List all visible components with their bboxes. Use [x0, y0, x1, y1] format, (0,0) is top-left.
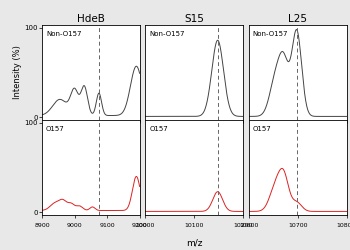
Text: O157: O157 — [149, 126, 168, 132]
Y-axis label: Intensity (%): Intensity (%) — [13, 46, 22, 100]
Text: Non-O157: Non-O157 — [253, 31, 288, 37]
Title: S15: S15 — [184, 14, 204, 24]
Title: HdeB: HdeB — [77, 14, 105, 24]
Text: O157: O157 — [253, 126, 272, 132]
Text: Non-O157: Non-O157 — [149, 31, 185, 37]
Text: Non-O157: Non-O157 — [46, 31, 82, 37]
Text: m/z: m/z — [186, 238, 203, 248]
Text: O157: O157 — [46, 126, 65, 132]
Title: L25: L25 — [288, 14, 307, 24]
